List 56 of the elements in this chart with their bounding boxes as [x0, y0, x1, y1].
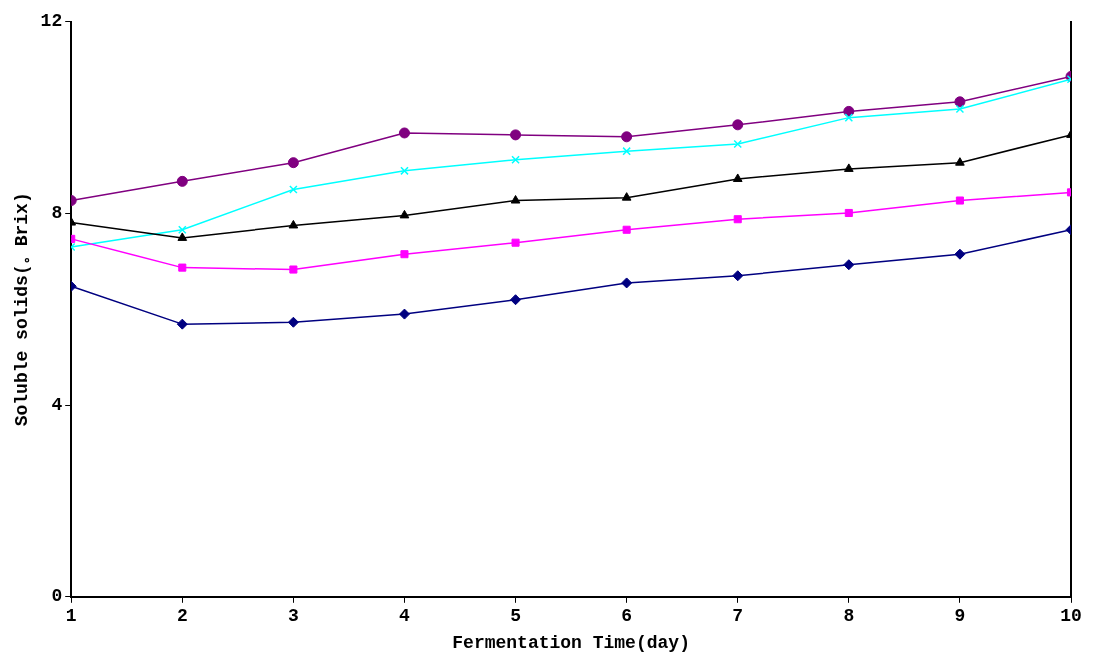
- x-axis-title: Fermentation Time(day): [452, 632, 690, 653]
- point: [178, 263, 187, 272]
- point: [176, 175, 188, 187]
- y-tick-label: 4: [51, 394, 63, 415]
- point: [178, 225, 187, 235]
- point: [289, 265, 298, 274]
- point: [511, 155, 520, 165]
- y-tick-label: 12: [40, 11, 63, 32]
- x-tick-label: 9: [954, 606, 966, 627]
- point: [843, 163, 854, 172]
- point: [621, 131, 633, 143]
- x-tick-label: 10: [1060, 606, 1082, 627]
- point: [177, 232, 188, 241]
- point: [732, 270, 744, 282]
- y-tick-label: 8: [51, 203, 63, 223]
- point: [954, 248, 966, 260]
- point: [398, 127, 410, 139]
- point: [510, 195, 521, 204]
- point: [511, 238, 520, 247]
- point: [732, 173, 743, 182]
- point: [843, 259, 855, 271]
- point: [955, 104, 965, 114]
- point: [843, 105, 855, 117]
- point: [621, 277, 633, 289]
- point: [622, 225, 631, 234]
- x-tick-label: 8: [843, 606, 855, 627]
- point: [955, 196, 964, 205]
- point: [622, 146, 631, 156]
- point: [510, 294, 522, 306]
- x-tick-label: 3: [287, 606, 299, 627]
- point: [176, 318, 188, 330]
- x-tick-label: 5: [510, 606, 521, 627]
- point: [399, 209, 410, 219]
- point: [733, 215, 742, 224]
- x-tick-label: 2: [176, 606, 188, 627]
- y-axis-title: Soluble solids(。Brix): [12, 192, 33, 427]
- point: [954, 96, 966, 108]
- x-tick-label: 7: [732, 606, 744, 627]
- point: [287, 157, 299, 169]
- point: [289, 185, 298, 194]
- point: [732, 119, 744, 131]
- point: [288, 219, 299, 229]
- point: [844, 113, 854, 122]
- x-tick-label: 6: [621, 606, 633, 627]
- x-tick-label: 1: [65, 606, 77, 627]
- point: [733, 139, 743, 149]
- point: [621, 192, 632, 201]
- point: [287, 316, 299, 328]
- y-tick-label: 0: [51, 586, 63, 607]
- point: [844, 208, 853, 218]
- point: [510, 129, 522, 141]
- point: [400, 250, 409, 259]
- point: [955, 157, 965, 166]
- point: [400, 166, 409, 176]
- x-tick-label: 4: [399, 606, 411, 627]
- point: [398, 308, 410, 320]
